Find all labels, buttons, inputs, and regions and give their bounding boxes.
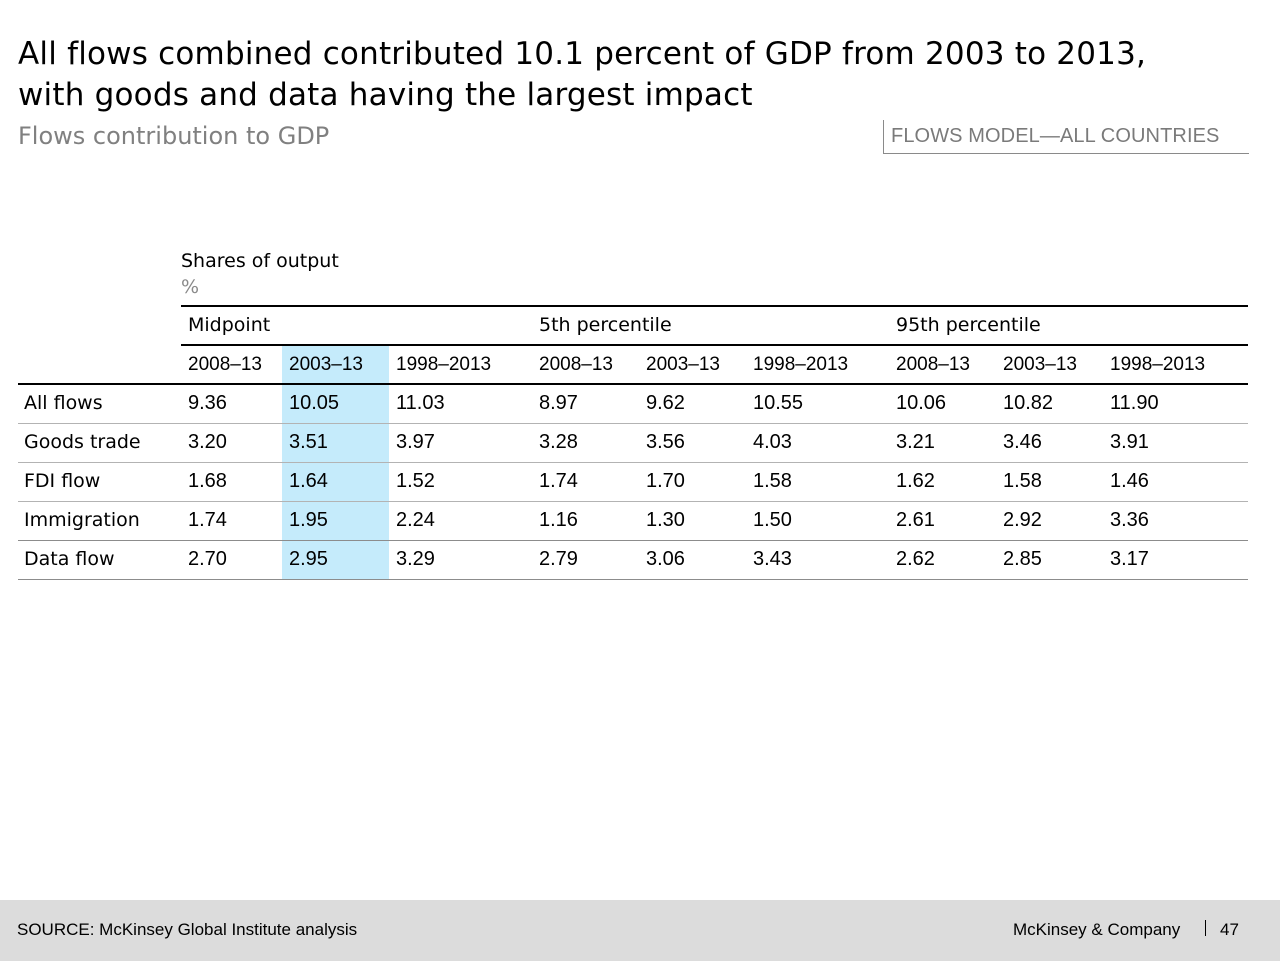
table-cell: 8.97 — [539, 392, 578, 414]
period-header: 2008–13 — [539, 354, 613, 375]
table-cell: 1.58 — [1003, 470, 1042, 492]
period-header: 1998–2013 — [396, 354, 492, 375]
table-cell: 11.90 — [1110, 392, 1159, 414]
period-header: 2003–13 — [282, 345, 389, 384]
table-rule — [181, 305, 1248, 307]
table-cell: 10.06 — [896, 392, 947, 414]
row-label: All flows — [24, 392, 103, 414]
model-tag: FLOWS MODEL—ALL COUNTRIES — [883, 120, 1249, 154]
table-cell: 3.51 — [282, 423, 389, 462]
table-cell: 1.50 — [753, 509, 792, 531]
period-header: 2008–13 — [896, 354, 970, 375]
table-cell: 1.74 — [188, 509, 227, 531]
table-row: Data flow 2.70 2.95 3.29 2.79 3.06 3.43 2.62 2.8… — [18, 540, 1248, 579]
table-cell: 1.95 — [282, 501, 389, 540]
unit-symbol: % — [181, 276, 200, 298]
table-cell: 3.29 — [396, 548, 435, 570]
table-cell: 2.92 — [1003, 509, 1042, 531]
period-header: 2008–13 — [188, 354, 262, 375]
table-rule — [18, 501, 1248, 502]
brand-name: McKinsey & Company — [1013, 920, 1181, 939]
table-row: Immigration 1.74 1.95 2.24 1.16 1.30 1.50 2.61 2… — [18, 501, 1248, 540]
row-label: Goods trade — [24, 431, 141, 453]
table-cell: 1.68 — [188, 470, 227, 492]
table-cell: 2.24 — [396, 509, 435, 531]
table-cell: 1.16 — [539, 509, 578, 531]
table-rule — [181, 344, 1248, 346]
footer-bar — [0, 900, 1280, 961]
table-cell: 3.36 — [1110, 509, 1149, 531]
table-cell: 10.55 — [753, 392, 804, 414]
table-cell: 1.46 — [1110, 470, 1149, 492]
group-header: Midpoint — [188, 314, 271, 336]
table-cell: 3.21 — [896, 431, 935, 453]
table-rule — [18, 383, 1248, 385]
title-line-2: with goods and data having the largest i… — [18, 77, 753, 113]
table-cell: 3.97 — [396, 431, 435, 453]
table-cell: 1.70 — [646, 470, 685, 492]
table-cell: 1.64 — [282, 462, 389, 501]
table-cell: 1.30 — [646, 509, 685, 531]
row-label: Data flow — [24, 548, 115, 570]
group-header: 5th percentile — [539, 314, 672, 336]
table-cell: 1.74 — [539, 470, 578, 492]
table-cell: 10.82 — [1003, 392, 1054, 414]
table-cell: 2.70 — [188, 548, 227, 570]
table-rule — [18, 462, 1248, 463]
unit-label: Shares of output — [181, 250, 339, 272]
table-cell: 1.52 — [396, 470, 435, 492]
table-cell: 3.43 — [753, 548, 792, 570]
table-cell: 3.17 — [1110, 548, 1149, 570]
table-cell: 3.20 — [188, 431, 227, 453]
table-cell: 3.56 — [646, 431, 685, 453]
table-row: Goods trade 3.20 3.51 3.97 3.28 3.56 4.03 3.21 3… — [18, 423, 1248, 462]
table-cell: 9.36 — [188, 392, 227, 414]
table-cell: 2.61 — [896, 509, 935, 531]
table-rule — [18, 423, 1248, 424]
table-cell: 1.58 — [753, 470, 792, 492]
row-label: Immigration — [24, 509, 140, 531]
table-cell: 11.03 — [396, 392, 445, 414]
period-header-row: 2008–13 2003–13 1998–2013 2008–13 2003–13 199… — [18, 345, 1248, 384]
footer-separator — [1205, 920, 1206, 936]
title-line-1: All flows combined contributed 10.1 perc… — [18, 36, 1147, 72]
row-label: FDI flow — [24, 470, 101, 492]
table-cell: 2.95 — [282, 540, 389, 579]
period-header: 2003–13 — [646, 354, 720, 375]
table-rule — [18, 540, 1248, 541]
table-rule — [18, 579, 1248, 580]
table-cell: 3.46 — [1003, 431, 1042, 453]
table-cell: 10.05 — [282, 384, 389, 423]
table-cell: 2.85 — [1003, 548, 1042, 570]
slide-subtitle: Flows contribution to GDP — [18, 122, 330, 150]
source-note: SOURCE: McKinsey Global Institute analys… — [17, 920, 358, 939]
page-number: 47 — [1220, 920, 1239, 939]
table-row: FDI flow 1.68 1.64 1.52 1.74 1.70 1.58 1.62 1.58… — [18, 462, 1248, 501]
period-header: 2003–13 — [1003, 354, 1077, 375]
table-cell: 9.62 — [646, 392, 685, 414]
table-cell: 2.62 — [896, 548, 935, 570]
table-row: All flows 9.36 10.05 11.03 8.97 9.62 10.55 10.0… — [18, 384, 1248, 423]
group-header: 95th percentile — [896, 314, 1041, 336]
group-header-row: Midpoint 5th percentile 95th percentile — [18, 306, 1248, 345]
table-cell: 2.79 — [539, 548, 578, 570]
period-header: 1998–2013 — [753, 354, 849, 375]
period-header: 1998–2013 — [1110, 354, 1206, 375]
table-cell: 4.03 — [753, 431, 792, 453]
table-cell: 3.91 — [1110, 431, 1149, 453]
table-cell: 1.62 — [896, 470, 935, 492]
slide-title: All flows combined contributed 10.1 perc… — [18, 34, 1248, 116]
table-cell: 3.06 — [646, 548, 685, 570]
table-cell: 3.28 — [539, 431, 578, 453]
